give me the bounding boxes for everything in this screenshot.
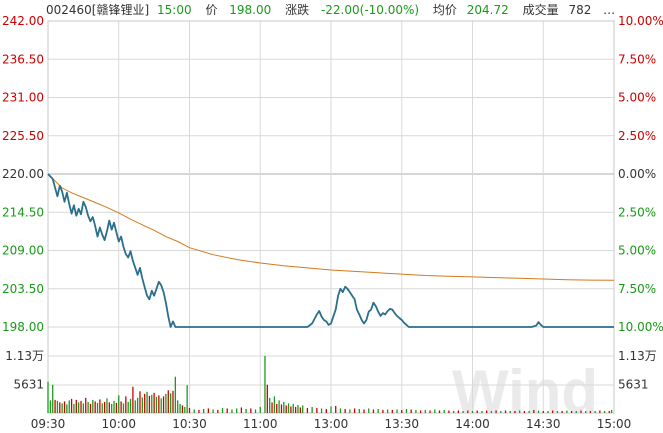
- wind-watermark: Wind: [452, 358, 598, 425]
- volume-value: 782: [568, 3, 591, 17]
- grid: [47, 20, 615, 414]
- y-tick-right-label: 10.00%: [618, 320, 663, 334]
- volume-tick-right: 1.13万: [618, 349, 657, 363]
- y-tick-left-label: 203.50: [2, 282, 44, 296]
- price-value: 198.00: [229, 3, 271, 17]
- y-tick-right-label: 10.00%: [618, 14, 663, 28]
- volume-tick-left: 1.13万: [5, 349, 44, 363]
- y-tick-right-label: 7.50%: [618, 52, 656, 66]
- y-tick-right-label: 2.50%: [618, 205, 656, 219]
- y-tick-left-label: 220.00: [2, 167, 44, 181]
- y-tick-left-label: 231.00: [2, 91, 44, 105]
- avg-label: 均价: [433, 3, 457, 17]
- y-tick-right-label: 5.00%: [618, 244, 656, 258]
- y-tick-left-label: 209.00: [2, 244, 44, 258]
- y-tick-right-label: 0.00%: [618, 167, 656, 181]
- y-tick-right-label: 2.50%: [618, 129, 656, 143]
- y-tick-left-label: 198.00: [2, 320, 44, 334]
- y-ticks-right: 10.00% 7.50% 5.00% 2.50% 0.00% 2.50% 5.00% 7.50…: [618, 14, 663, 334]
- x-tick-label: 14:00: [455, 417, 490, 431]
- change-label: 涨跌: [285, 2, 309, 17]
- avg-line: [47, 173, 615, 281]
- x-tick-label: 13:30: [384, 417, 419, 431]
- y-tick-left-label: 242.00: [2, 14, 44, 28]
- x-tick-label: 09:30: [31, 417, 66, 431]
- x-tick-label: 11:00: [243, 417, 278, 431]
- header-time: 15:00: [157, 3, 192, 17]
- x-tick-label: 14:30: [526, 417, 561, 431]
- stock-code: 002460[赣锋锂业]: [46, 2, 149, 17]
- y-ticks-left: 242.00 236.50 231.00 225.50 220.00 214.50 209.…: [2, 14, 44, 334]
- volume-tick-left: 5631: [13, 378, 44, 392]
- change-value: -22.00(-10.00%): [321, 3, 419, 17]
- volume-bars: [47, 356, 613, 413]
- price-line: [47, 173, 614, 328]
- y-tick-left-label: 236.50: [2, 52, 44, 66]
- x-tick-label: 15:00: [597, 417, 632, 431]
- x-tick-label: 10:30: [172, 417, 207, 431]
- price-series-line: [47, 173, 614, 328]
- price-label: 价: [205, 3, 217, 17]
- svg-text:002460[赣锋锂业] 15:00 价: 002460[赣锋锂业] 15:00 价 198.00 涨跌 -22.00(-1…: [46, 2, 615, 17]
- y-tick-left-label: 225.50: [2, 129, 44, 143]
- x-ticks: 09:30 10:00 10:30 11:00 13:00 13:30 14:00 14:30…: [31, 417, 632, 431]
- avg-price-line: [47, 173, 615, 281]
- x-tick-label: 13:00: [314, 417, 349, 431]
- avg-value: 204.72: [467, 3, 509, 17]
- more-indicator: …: [603, 3, 615, 17]
- x-tick-label: 10:00: [101, 417, 136, 431]
- y-tick-right-label: 5.00%: [618, 91, 656, 105]
- y-tick-left-label: 214.50: [2, 205, 44, 219]
- y-tick-right-label: 7.50%: [618, 282, 656, 296]
- volume-label: 成交量: [523, 2, 559, 17]
- volume-ticks: 1.13万 1.13万 5631 5631: [5, 349, 656, 392]
- volume-tick-right: 5631: [618, 378, 649, 392]
